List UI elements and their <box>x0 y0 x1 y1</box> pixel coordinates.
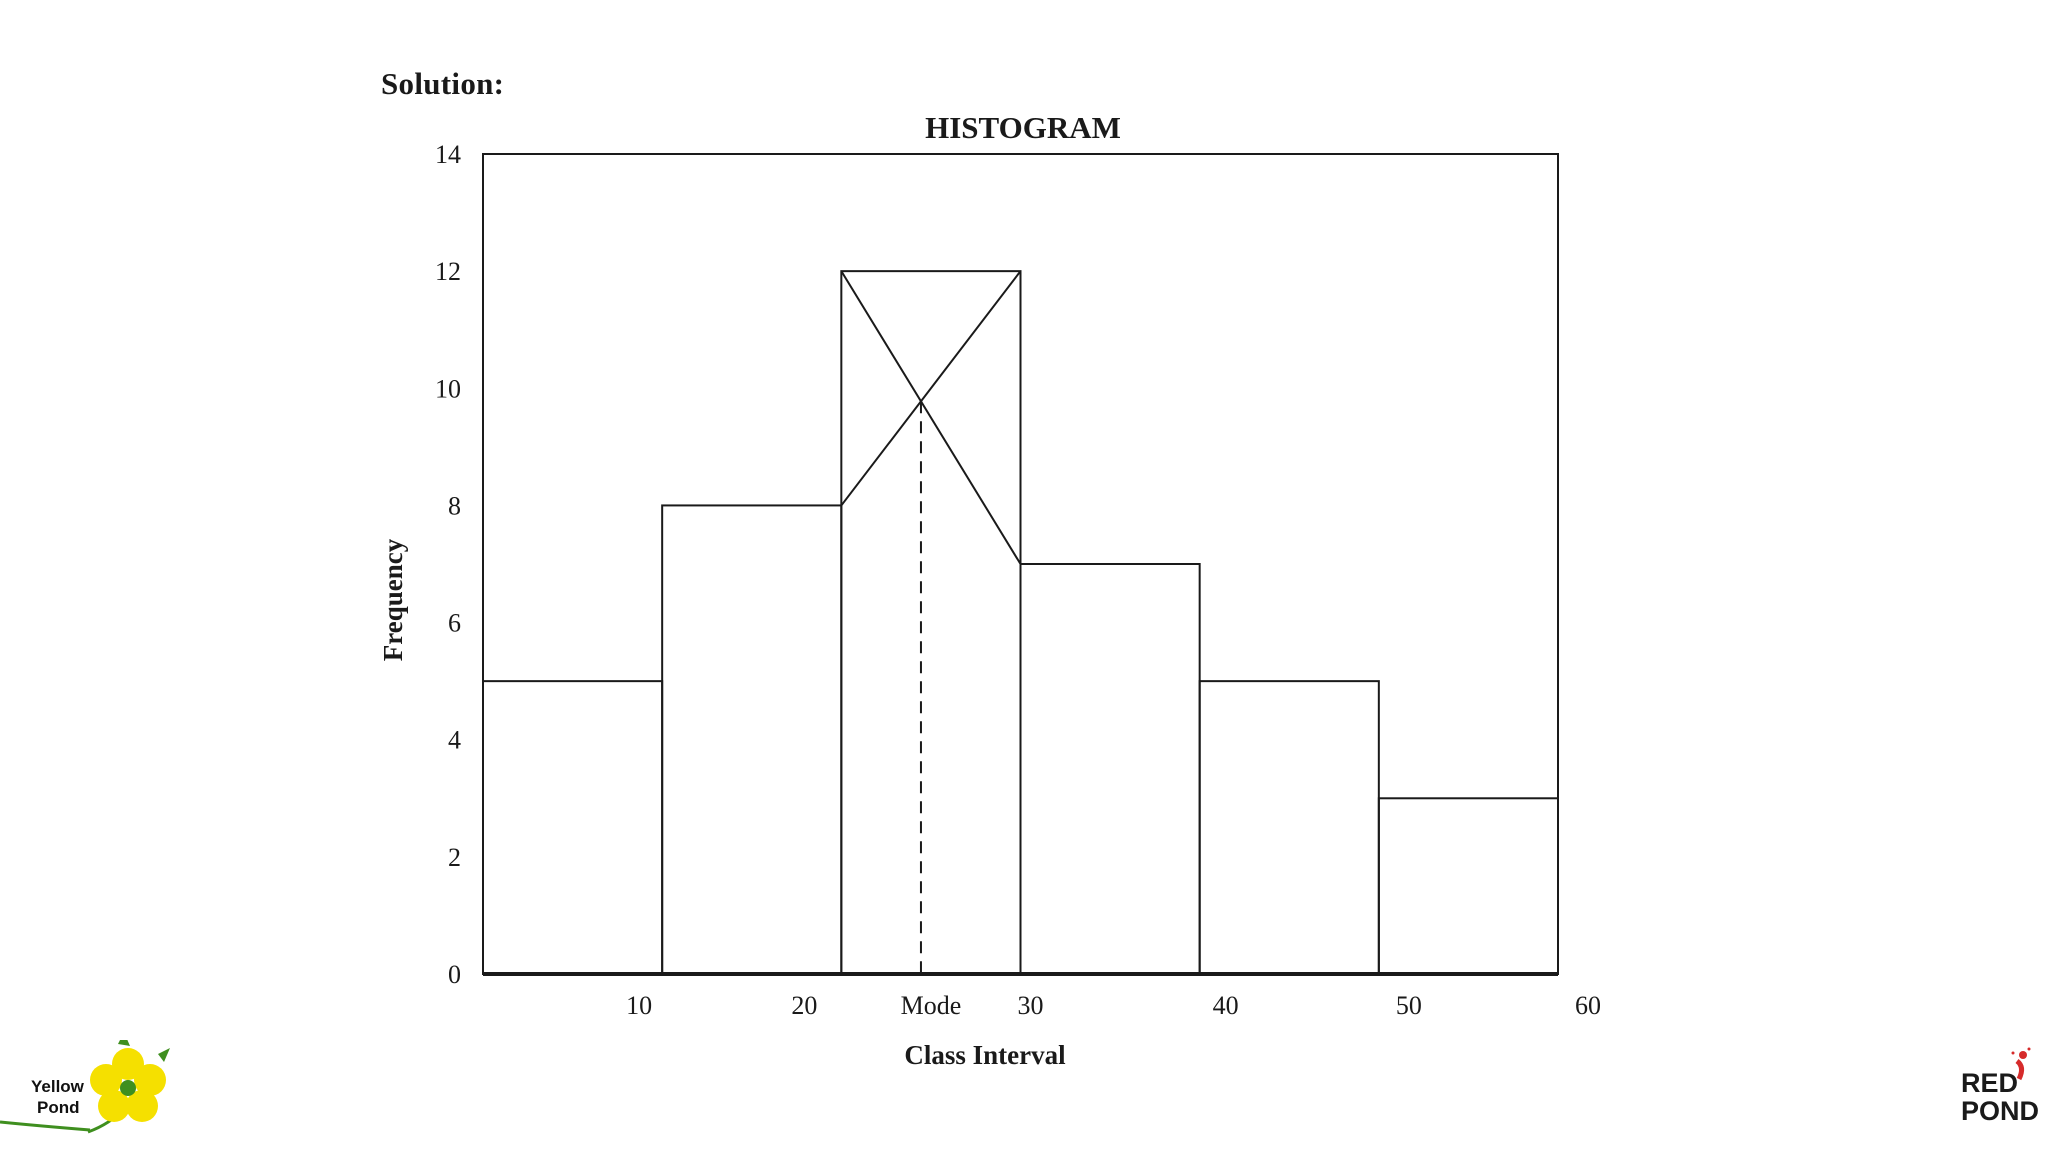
histogram-bar <box>482 680 664 976</box>
x-tick-label: 50 <box>1396 991 1422 1020</box>
x-axis-ticks: 10 20 30 40 50 60 <box>626 991 1601 1020</box>
y-tick-label: 2 <box>448 843 461 872</box>
red-pond-logo-line1: RED <box>1961 1068 2019 1098</box>
histogram-bar <box>1198 680 1380 976</box>
solution-heading: Solution: <box>381 66 505 101</box>
x-axis-title: Class Interval <box>904 1040 1066 1070</box>
flower-icon <box>0 1032 170 1134</box>
mode-label: Mode <box>901 991 962 1020</box>
x-tick-label: 10 <box>626 991 652 1020</box>
chart-title: HISTOGRAM <box>925 110 1121 145</box>
y-tick-label: 8 <box>448 491 461 520</box>
bars-layer <box>482 270 1560 976</box>
y-axis-title: Frequency <box>378 538 408 661</box>
y-axis-ticks: 0 2 4 6 8 10 12 14 <box>435 140 461 989</box>
mode-diagonal-left <box>840 270 1022 565</box>
y-tick-label: 12 <box>435 257 461 286</box>
y-tick-label: 14 <box>435 140 461 169</box>
x-tick-label: 20 <box>791 991 817 1020</box>
y-tick-label: 10 <box>435 374 461 403</box>
mode-construction: Mode <box>840 270 1022 1020</box>
histogram-bar <box>840 270 1022 975</box>
x-tick-label: 40 <box>1213 991 1239 1020</box>
histogram-bar <box>1019 563 1201 975</box>
runner-icon <box>2011 1047 2031 1081</box>
yellow-pond-logo-line2: Pond <box>37 1098 80 1117</box>
y-tick-label: 6 <box>448 609 461 638</box>
y-tick-label: 4 <box>448 726 461 755</box>
x-tick-label: 60 <box>1575 991 1601 1020</box>
x-tick-label: 30 <box>1018 991 1044 1020</box>
red-pond-logo-line2: POND <box>1961 1096 2040 1126</box>
yellow-pond-logo: Yellow Pond <box>0 1032 175 1140</box>
yellow-pond-logo-line1: Yellow <box>31 1077 84 1096</box>
histogram-bar <box>1377 797 1560 975</box>
histogram-bar <box>661 504 843 975</box>
mode-diagonal-right <box>840 270 1022 507</box>
red-pond-logo: RED POND <box>1955 1045 2039 1125</box>
y-tick-label: 0 <box>448 960 461 989</box>
